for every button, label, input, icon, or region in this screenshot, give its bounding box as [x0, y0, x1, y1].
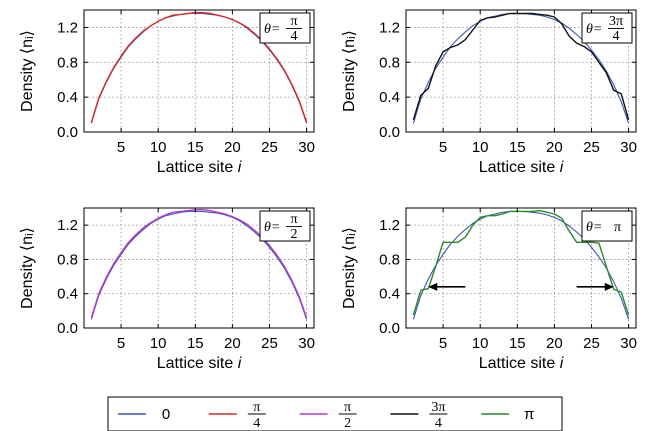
y-axis-label-var: ⟨nᵢ⟩: [341, 30, 358, 54]
plot-frame: [405, 9, 637, 133]
x-axis-label-var: i: [238, 159, 242, 176]
chart-panel-2: 5 10 15 20 25 30 0.0 0.4 0.8 1.2 Lattice site i Den…: [341, 9, 637, 176]
x-tick-label: 5: [117, 335, 125, 352]
series-line-theta: [90, 208, 308, 318]
theta-annotation-denominator: 2: [291, 227, 298, 242]
y-tick-label: 0.8: [379, 54, 400, 71]
x-tick-label: 25: [583, 335, 600, 352]
x-tick-label: 20: [546, 139, 563, 156]
series-line-reference: [90, 210, 308, 320]
x-tick-label: 20: [224, 139, 241, 156]
theta-annotation-prefix: θ=: [264, 22, 280, 37]
x-tick-label: 5: [117, 139, 125, 156]
y-tick-label: 0.0: [57, 124, 78, 141]
series-line-theta: [412, 12, 630, 121]
y-tick-label: 1.2: [379, 217, 400, 234]
x-axis-label-var: i: [560, 355, 564, 372]
y-axis-label: Density ⟨nᵢ⟩: [19, 227, 36, 309]
x-tick-label: 15: [509, 139, 526, 156]
x-tick-label: 5: [439, 139, 447, 156]
theta-annotation-denominator: 4: [613, 29, 620, 44]
theta-annotation-box: [581, 210, 633, 242]
theta-annotation-numerator: π: [290, 212, 297, 227]
x-axis-label: Lattice site i: [479, 355, 564, 372]
x-tick-label: 15: [509, 335, 526, 352]
x-tick-label: 5: [439, 335, 447, 352]
x-axis-label: Lattice site i: [157, 159, 242, 176]
theta-annotation-box: [259, 12, 311, 44]
theta-annotation-denominator: 4: [291, 29, 298, 44]
x-axis-label-var: i: [560, 159, 564, 176]
chart-panel-1: 5 10 15 20 25 30 0.0 0.4 0.8 1.2 Lattice site i Den…: [19, 9, 315, 176]
plot-frame: [405, 207, 637, 329]
theta-annotation-prefix: θ=: [264, 220, 280, 235]
theta-annotation-numerator: 3π: [609, 14, 623, 29]
theta-annotation-prefix: θ=: [586, 220, 602, 235]
theta-annotation-numerator: π: [290, 14, 297, 29]
legend-label: 0: [162, 406, 170, 423]
y-tick-label: 0.0: [57, 320, 78, 337]
chart-panel-3: 5 10 15 20 25 30 0.0 0.4 0.8 1.2 Lattice site i Den…: [19, 207, 315, 372]
y-axis-label-var: ⟨nᵢ⟩: [341, 227, 358, 251]
y-axis-label: Density ⟨nᵢ⟩: [341, 30, 358, 112]
theta-annotation-value: π: [614, 220, 621, 235]
x-tick-label: 10: [472, 139, 489, 156]
plot-frame: [83, 9, 315, 133]
series-line-theta: [412, 209, 630, 316]
x-tick-label: 30: [298, 139, 315, 156]
x-tick-label: 15: [187, 139, 204, 156]
theta-annotation-box: [581, 12, 633, 44]
x-tick-label: 30: [620, 139, 637, 156]
x-axis-label-var: i: [238, 355, 242, 372]
y-axis-label-var: ⟨nᵢ⟩: [19, 30, 36, 54]
legend-label-numerator: π: [344, 400, 351, 415]
x-tick-label: 25: [261, 139, 278, 156]
x-tick-label: 30: [298, 335, 315, 352]
arrow-head: [428, 282, 438, 291]
x-tick-label: 10: [472, 335, 489, 352]
y-tick-label: 0.0: [379, 320, 400, 337]
y-axis-label: Density ⟨nᵢ⟩: [19, 30, 36, 112]
y-tick-label: 1.2: [379, 19, 400, 36]
chart-panel-4: 5 10 15 20 25 30 0.0 0.4 0.8 1.2 Lattice site i Den…: [341, 207, 637, 372]
theta-annotation-prefix: θ=: [586, 22, 602, 37]
y-tick-label: 0.4: [379, 286, 400, 303]
y-tick-label: 1.2: [57, 19, 78, 36]
y-tick-label: 0.8: [57, 54, 78, 71]
y-tick-label: 0.4: [57, 89, 78, 106]
x-axis-label: Lattice site i: [479, 159, 564, 176]
y-axis-label-var: ⟨nᵢ⟩: [19, 227, 36, 251]
legend-label: π: [524, 406, 534, 423]
x-tick-label: 25: [583, 139, 600, 156]
x-tick-label: 15: [187, 335, 204, 352]
y-axis-label: Density ⟨nᵢ⟩: [341, 227, 358, 309]
legend-label-numerator: 3π: [431, 400, 445, 415]
x-axis-label: Lattice site i: [157, 355, 242, 372]
y-tick-label: 0.8: [57, 251, 78, 268]
y-tick-label: 0.8: [379, 251, 400, 268]
plot-frame: [83, 207, 315, 329]
arrow-head: [604, 282, 614, 291]
x-tick-label: 25: [261, 335, 278, 352]
y-tick-label: 0.4: [379, 89, 400, 106]
x-tick-label: 20: [224, 335, 241, 352]
y-tick-label: 0.4: [57, 286, 78, 303]
x-tick-label: 10: [150, 335, 167, 352]
x-tick-label: 30: [620, 335, 637, 352]
legend-label-denominator: 2: [344, 416, 351, 431]
x-tick-label: 10: [150, 139, 167, 156]
y-tick-label: 0.0: [379, 124, 400, 141]
theta-annotation-box: [259, 210, 311, 242]
legend-label-denominator: 4: [435, 416, 442, 431]
x-tick-label: 20: [546, 335, 563, 352]
y-tick-label: 1.2: [57, 217, 78, 234]
legend-label-denominator: 4: [253, 416, 260, 431]
series-line-theta: [90, 11, 308, 123]
legend-label-numerator: π: [253, 400, 260, 415]
